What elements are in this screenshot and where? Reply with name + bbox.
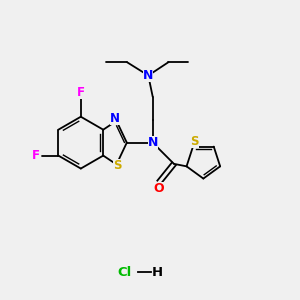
Text: F: F (32, 149, 40, 162)
Text: N: N (110, 112, 120, 125)
Text: S: S (113, 159, 121, 172)
Text: F: F (77, 86, 85, 99)
Text: N: N (143, 69, 154, 82)
Text: Cl: Cl (117, 266, 131, 279)
Text: S: S (190, 135, 199, 148)
Text: H: H (152, 266, 163, 279)
Text: N: N (148, 136, 158, 149)
Text: O: O (153, 182, 164, 195)
